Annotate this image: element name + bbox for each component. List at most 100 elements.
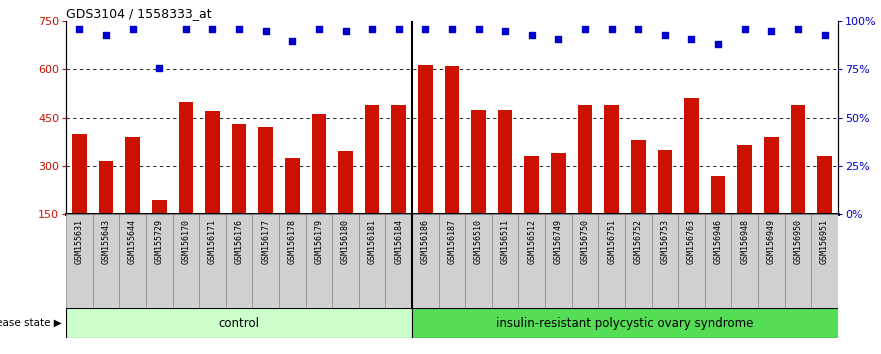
Bar (731, 214, 758, 308)
Point (179, 26, 193, 32)
Bar (445, 66, 459, 214)
Point (285, 38, 300, 44)
Text: disease state ▶: disease state ▶ (0, 318, 62, 328)
Bar (790, 105, 805, 214)
Bar (232, 124, 247, 214)
Text: GSM156752: GSM156752 (633, 219, 643, 264)
Bar (306, 214, 332, 308)
Point (791, 26, 805, 32)
Point (552, 36, 566, 41)
Point (312, 26, 326, 32)
Point (126, 26, 140, 32)
Bar (338, 152, 352, 214)
Bar (711, 176, 725, 214)
Bar (173, 214, 199, 308)
Bar (72, 134, 86, 214)
Bar (811, 214, 838, 308)
Point (72, 26, 86, 32)
Bar (598, 214, 625, 308)
Point (259, 28, 273, 34)
Bar (205, 111, 219, 214)
Bar (412, 214, 439, 308)
Bar (631, 140, 646, 214)
Text: GSM156177: GSM156177 (261, 219, 270, 264)
Bar (578, 105, 592, 214)
Text: GSM156184: GSM156184 (394, 219, 403, 264)
Bar (418, 65, 433, 214)
Text: GSM156950: GSM156950 (794, 219, 803, 264)
Text: GSM156949: GSM156949 (766, 219, 776, 264)
Bar (785, 214, 811, 308)
Text: GSM156951: GSM156951 (820, 219, 829, 264)
Bar (604, 105, 619, 214)
Text: GSM155729: GSM155729 (155, 219, 164, 264)
Text: GSM156179: GSM156179 (315, 219, 323, 264)
Text: GSM156186: GSM156186 (421, 219, 430, 264)
Bar (179, 102, 193, 214)
Point (471, 26, 485, 32)
Text: GDS3104 / 1558333_at: GDS3104 / 1558333_at (66, 7, 211, 20)
Bar (385, 214, 412, 308)
Point (685, 36, 699, 41)
Bar (652, 214, 678, 308)
Point (578, 26, 592, 32)
Point (818, 32, 832, 38)
Point (99, 32, 113, 38)
Bar (545, 214, 572, 308)
Bar (412, 308, 851, 338)
Point (764, 28, 778, 34)
Bar (439, 214, 465, 308)
Bar (252, 214, 279, 308)
Text: insulin-resistant polycystic ovary syndrome: insulin-resistant polycystic ovary syndr… (496, 316, 753, 330)
Point (658, 32, 672, 38)
Bar (332, 214, 359, 308)
Point (445, 26, 459, 32)
Bar (146, 214, 173, 308)
Bar (705, 214, 731, 308)
Bar (465, 214, 492, 308)
Bar (199, 214, 226, 308)
Bar (312, 114, 326, 214)
Text: GSM156176: GSM156176 (234, 219, 243, 264)
Bar (152, 200, 167, 214)
Bar (737, 145, 752, 214)
Point (392, 26, 406, 32)
Bar (685, 98, 699, 214)
Text: GSM156753: GSM156753 (661, 219, 670, 264)
Bar (552, 153, 566, 214)
Bar (471, 110, 486, 214)
Bar (285, 158, 300, 214)
Text: GSM156512: GSM156512 (528, 219, 537, 264)
Bar (678, 214, 705, 308)
Text: GSM156948: GSM156948 (740, 219, 749, 264)
Point (737, 26, 751, 32)
Bar (99, 161, 114, 214)
Text: GSM155643: GSM155643 (101, 219, 110, 264)
Bar (93, 214, 119, 308)
Point (631, 26, 645, 32)
Bar (524, 156, 539, 214)
Point (152, 65, 167, 70)
Bar (818, 156, 832, 214)
Bar (365, 105, 380, 214)
Bar (572, 214, 598, 308)
Bar (125, 137, 140, 214)
Bar (279, 214, 306, 308)
Bar (66, 214, 93, 308)
Bar (359, 214, 385, 308)
Bar (519, 214, 545, 308)
Bar (625, 214, 652, 308)
Text: GSM156171: GSM156171 (208, 219, 217, 264)
Bar (492, 214, 519, 308)
Text: GSM155631: GSM155631 (75, 219, 84, 264)
Bar (258, 127, 273, 214)
Point (232, 26, 246, 32)
Text: GSM156763: GSM156763 (687, 219, 696, 264)
Text: GSM156180: GSM156180 (341, 219, 350, 264)
Bar (391, 105, 406, 214)
Text: GSM156750: GSM156750 (581, 219, 589, 264)
Bar (119, 214, 146, 308)
Text: GSM156749: GSM156749 (554, 219, 563, 264)
Point (205, 26, 219, 32)
Point (418, 26, 433, 32)
